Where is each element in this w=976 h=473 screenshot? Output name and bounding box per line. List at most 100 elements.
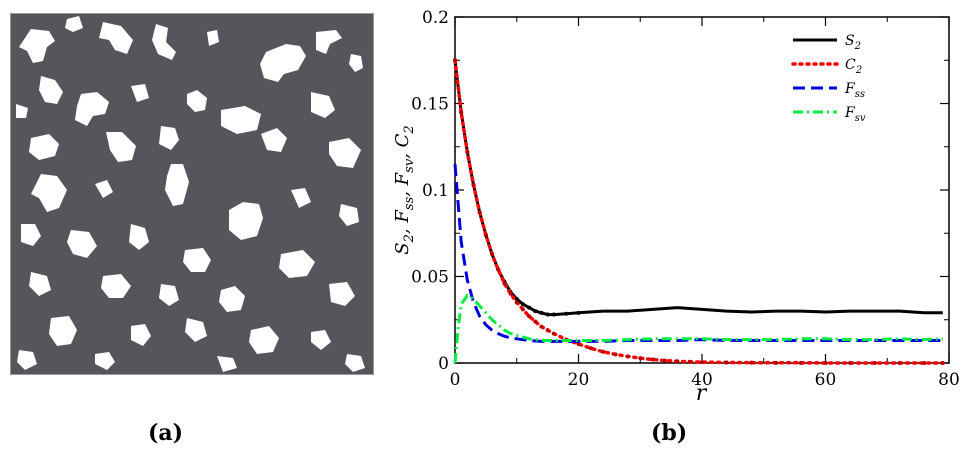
y-tick-label: 0.1 xyxy=(422,181,449,201)
legend-label-Fsv: Fsv xyxy=(844,105,866,124)
void-region xyxy=(311,92,335,118)
void-region xyxy=(17,350,37,370)
void-phase-regions xyxy=(16,16,365,372)
void-region xyxy=(75,92,109,126)
C2-marker xyxy=(496,267,501,272)
S2-marker xyxy=(514,296,519,301)
S2-marker xyxy=(527,305,532,310)
void-region xyxy=(31,174,67,212)
panel-a-label: (a) xyxy=(148,420,184,446)
void-region xyxy=(159,126,179,150)
y-tick-label: 0.15 xyxy=(411,95,449,115)
correlation-functions-chart: 0 20 40 60 80 0 0.05 0.1 0.15 0.2 S2 C2 Fss Fsv r S2… xyxy=(395,8,960,406)
void-region xyxy=(39,76,63,104)
void-region xyxy=(19,29,55,63)
microstructure-svg xyxy=(11,14,373,374)
C2-marker xyxy=(749,360,754,365)
void-region xyxy=(207,30,219,46)
void-region xyxy=(152,24,176,60)
C2-marker xyxy=(483,232,488,237)
C2-marker xyxy=(453,58,457,63)
void-region xyxy=(229,202,263,240)
series-line-S2 xyxy=(453,60,943,317)
void-region xyxy=(329,282,355,306)
void-region xyxy=(249,326,279,354)
void-region xyxy=(217,356,237,372)
C2-marker xyxy=(700,360,704,365)
void-region xyxy=(131,84,149,102)
y-tick-label: 0 xyxy=(438,354,449,374)
C2-marker xyxy=(477,210,482,215)
S2-marker xyxy=(520,302,525,307)
y-tick-label: 0.05 xyxy=(411,268,449,288)
C2-marker xyxy=(465,149,470,154)
C2-marker xyxy=(545,328,550,333)
void-region xyxy=(311,330,331,350)
void-region xyxy=(159,284,179,306)
microstructure-image xyxy=(10,13,374,375)
void-region xyxy=(29,134,59,160)
void-region xyxy=(165,164,189,206)
void-region xyxy=(95,352,115,370)
void-region xyxy=(219,286,245,312)
C2-marker xyxy=(724,360,729,365)
void-region xyxy=(131,324,151,346)
x-tick-label: 40 xyxy=(691,370,713,390)
C2-marker xyxy=(613,352,618,357)
void-region xyxy=(95,180,113,198)
C2-marker xyxy=(514,300,519,305)
y-tick-label: 0.2 xyxy=(422,8,449,28)
C2-marker xyxy=(533,319,538,324)
C2-marker xyxy=(576,341,581,346)
x-axis-label: r xyxy=(696,381,708,406)
C2-marker xyxy=(551,331,556,336)
void-region xyxy=(291,188,311,208)
C2-marker xyxy=(508,291,513,296)
C2-marker xyxy=(588,346,593,351)
void-region xyxy=(129,224,149,250)
void-region xyxy=(183,248,211,272)
C2-marker xyxy=(940,361,945,365)
C2-marker xyxy=(625,354,630,359)
void-region xyxy=(261,128,287,152)
void-region xyxy=(349,54,363,72)
void-region xyxy=(185,318,207,342)
void-region xyxy=(345,354,365,372)
S2-marker xyxy=(564,311,569,316)
C2-marker xyxy=(638,356,643,361)
C2-marker xyxy=(872,361,877,365)
series-line-Fsv xyxy=(453,293,943,364)
C2-marker xyxy=(520,307,525,312)
legend-label-C2: C2 xyxy=(845,57,862,76)
void-region xyxy=(16,104,28,118)
x-tick-label: 20 xyxy=(568,370,590,390)
y-axis-label-text: S2, Fss, Fsv, C2 xyxy=(395,125,417,254)
S2-marker xyxy=(533,309,538,314)
void-region xyxy=(316,30,342,54)
C2-marker xyxy=(897,361,902,365)
void-region xyxy=(339,204,359,226)
C2-marker xyxy=(687,359,692,364)
C2-marker xyxy=(471,182,476,187)
S2-marker xyxy=(539,310,544,315)
x-tick-label: 80 xyxy=(938,370,960,390)
C2-marker xyxy=(601,349,606,354)
C2-marker xyxy=(774,360,779,365)
solid-phase-background xyxy=(11,14,373,374)
C2-marker xyxy=(798,360,803,365)
C2-marker xyxy=(539,324,544,329)
panel-b-label: (b) xyxy=(651,420,688,446)
S2-marker xyxy=(576,310,581,315)
y-axis-label: S2, Fss, Fsv, C2 xyxy=(395,125,417,254)
void-region xyxy=(101,274,131,298)
void-region xyxy=(279,250,315,278)
x-tick-label: 60 xyxy=(815,370,837,390)
void-region xyxy=(21,224,41,246)
void-region xyxy=(29,272,51,296)
void-region xyxy=(329,138,361,168)
legend-label-S2: S2 xyxy=(845,33,861,52)
series-line-C2 xyxy=(453,58,945,365)
C2-marker xyxy=(823,361,828,365)
void-region xyxy=(49,316,77,346)
C2-marker xyxy=(502,281,507,286)
